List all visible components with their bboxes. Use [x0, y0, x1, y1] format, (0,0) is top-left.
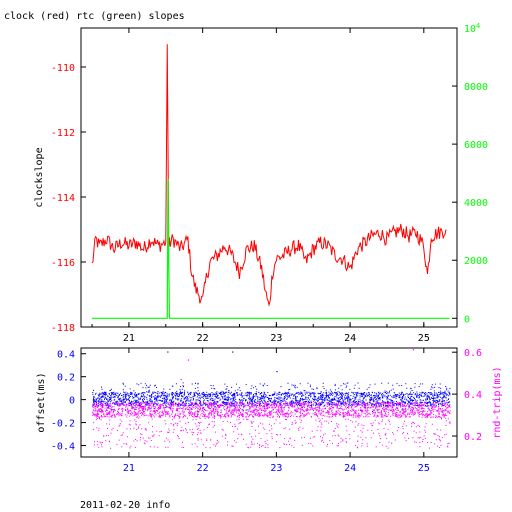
top-y-left-tick-label: -110 — [51, 63, 75, 74]
top-y-left-tick-label: -118 — [51, 323, 75, 334]
outlier-point — [276, 370, 278, 373]
chart-footer: 2011-02-20 info — [80, 500, 170, 511]
bottom-x-tick-label: 24 — [344, 463, 356, 474]
bottom-y-right-tick-label: 0.6 — [464, 348, 482, 359]
bottom-x-tick-label: 21 — [123, 463, 135, 474]
top-y-axis-label: clockslope — [34, 147, 45, 207]
bottom-y-left-tick-label: 0.4 — [57, 350, 75, 361]
bottom-y-left-tick-label: 0 — [69, 396, 75, 407]
bottom-x-tick-label: 25 — [418, 463, 430, 474]
outlier-points — [167, 349, 414, 381]
bottom-plot-frame — [80, 347, 458, 458]
bottom-y-left-tick-label: -0.2 — [51, 419, 75, 430]
outlier-point — [187, 359, 190, 361]
bottom-y-right-tick-label: 0.4 — [464, 390, 482, 401]
chart-title: clock (red) rtc (green) slopes — [4, 11, 185, 22]
outlier-point — [180, 378, 182, 381]
top-y-left-tick-label: -114 — [51, 193, 75, 204]
top-x-tick-label: 25 — [418, 333, 430, 344]
bottom-y-left-tick-label: 0.2 — [57, 373, 75, 384]
top-x-tick-label: 23 — [270, 333, 282, 344]
top-x-tick-label: 22 — [197, 333, 209, 344]
top-y-right-tick-label: 0 — [464, 314, 470, 325]
red-series-line — [91, 44, 447, 307]
top-plot-frame — [80, 27, 458, 328]
outlier-point — [412, 349, 414, 351]
magenta-scatter-points — [92, 401, 451, 449]
bottom-y-axis-label: offset(ms) — [36, 372, 47, 432]
bottom-y-right-tick-label: 0.2 — [464, 432, 482, 443]
outlier-point — [167, 351, 169, 353]
green-series-line — [92, 178, 450, 319]
top-y-left-tick-label: -116 — [51, 258, 75, 269]
bottom-y-left-tick-label: -0.4 — [51, 442, 75, 453]
blue-scatter-series — [92, 382, 451, 412]
blue-scatter-points — [92, 382, 451, 412]
top-y-left-tick-label: -112 — [51, 128, 75, 139]
top-y-right-tick-label: 2000 — [464, 256, 488, 267]
top-x-tick-label: 24 — [344, 333, 356, 344]
bottom-x-tick-label: 23 — [270, 463, 282, 474]
top-x-tick-label: 21 — [123, 333, 135, 344]
top-y-right-tick-label: 8000 — [464, 82, 488, 93]
top-y-right-tick-label: 6000 — [464, 140, 488, 151]
magenta-scatter-series — [92, 401, 451, 449]
bottom-y-right-axis-label: rnd-trip(ms) — [492, 366, 503, 438]
outlier-point — [232, 351, 234, 353]
bottom-panel: 21 22 23 24 25 0.4 0.2 0 -0.2 -0.4 0.6 0.4 0.2 offset… — [36, 347, 503, 474]
top-y-right-tick-label: 4000 — [464, 198, 488, 209]
top-panel: 21 22 23 24 25 -110 -112 -114 -116 -118 0 2000 4000 6… — [34, 22, 488, 344]
bottom-x-tick-label: 22 — [197, 463, 209, 474]
top-y-right-tick-label: 104 — [464, 22, 480, 35]
